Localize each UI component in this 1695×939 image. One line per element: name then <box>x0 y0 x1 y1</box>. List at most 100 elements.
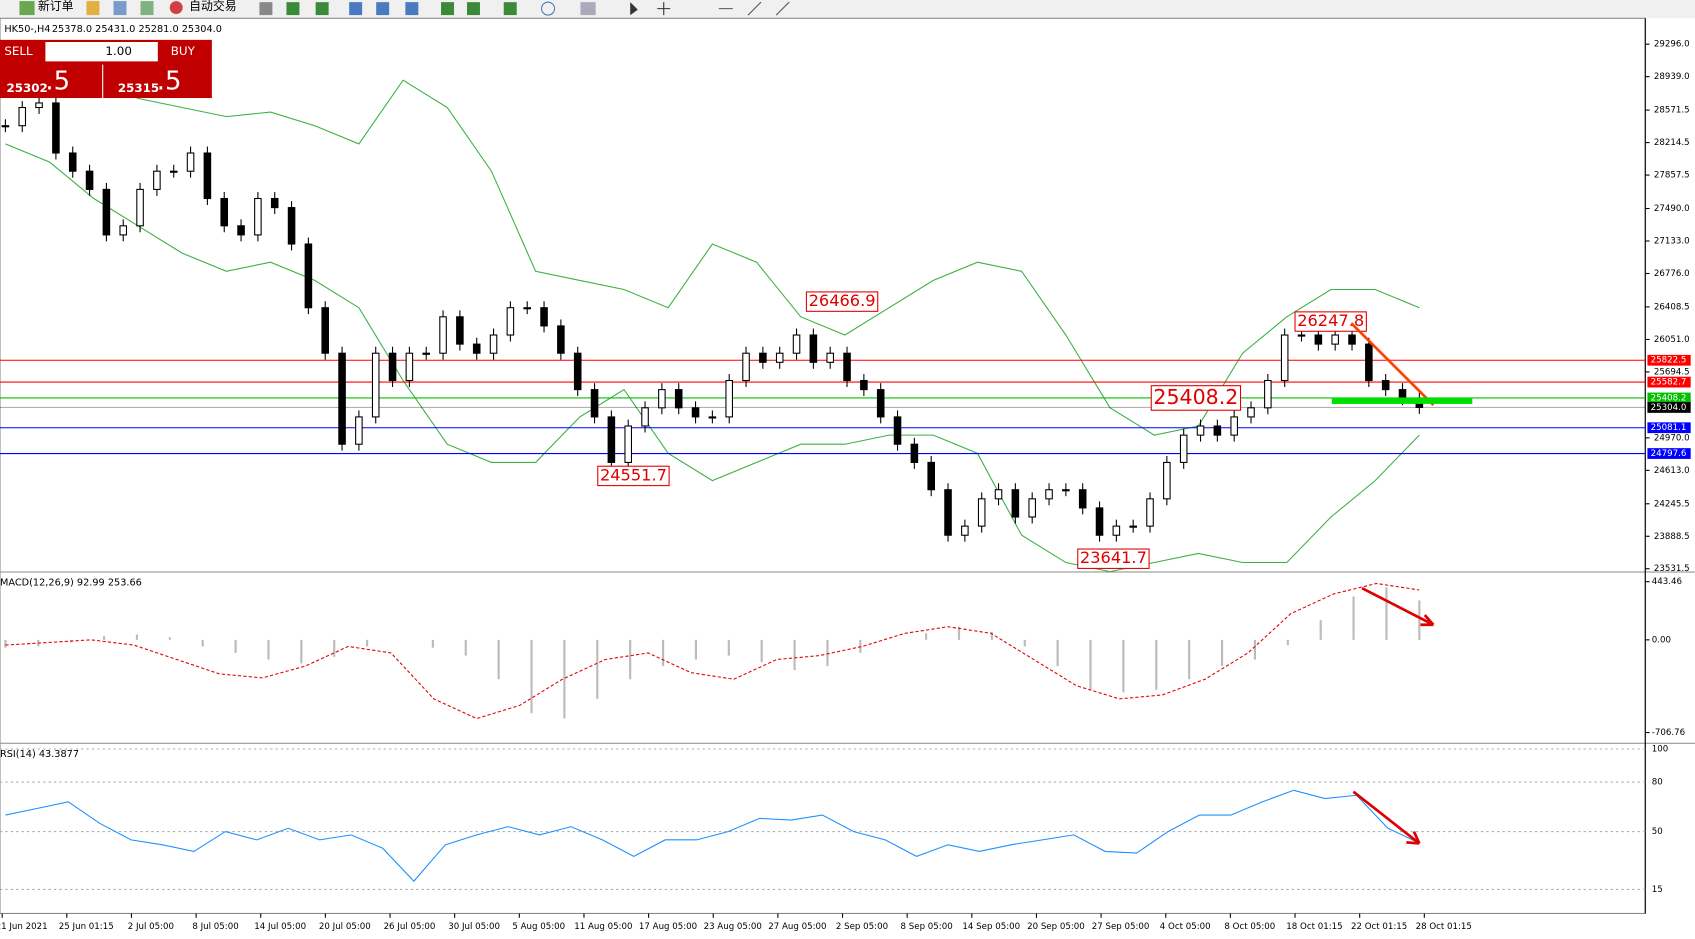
candle <box>270 197 279 209</box>
candle <box>1062 489 1070 492</box>
candle <box>119 225 128 236</box>
rsi-axis-label: 80 <box>1652 778 1663 788</box>
new-order[interactable]: 新订单 <box>38 0 74 13</box>
buy-label[interactable]: BUY <box>171 44 196 58</box>
auto-trading-icon[interactable] <box>169 1 183 15</box>
rsi-axis-label: 50 <box>1652 827 1663 837</box>
sell-button[interactable] <box>2 42 42 62</box>
icon[interactable] <box>503 2 517 16</box>
toolbar-icons <box>259 1 790 16</box>
icon[interactable] <box>541 1 556 16</box>
candle <box>1078 489 1087 509</box>
time-label: 14 Sep 05:00 <box>962 922 1020 932</box>
candle <box>237 225 245 236</box>
candle <box>1011 489 1020 518</box>
new-order-icon[interactable] <box>19 1 35 16</box>
icon[interactable] <box>466 2 480 16</box>
candle <box>1381 379 1390 391</box>
candle <box>944 489 952 536</box>
candle <box>220 197 229 227</box>
icon[interactable] <box>86 1 100 16</box>
candle <box>304 243 313 309</box>
bid-frac[interactable]: .5 <box>45 66 70 96</box>
candle <box>52 102 60 154</box>
macd-axis-label: 443.46 <box>1652 577 1682 587</box>
time-label: 30 Jul 05:00 <box>448 922 500 932</box>
price-label: 26408.5 <box>1654 302 1690 312</box>
price-label: 28939.0 <box>1654 72 1690 82</box>
candle <box>203 152 212 200</box>
candle <box>994 489 1003 500</box>
candle <box>506 307 515 336</box>
candle <box>775 352 784 363</box>
icon[interactable] <box>113 1 127 16</box>
bid-main[interactable]: 25302 <box>6 81 47 95</box>
level-label: 25304.0 <box>1651 403 1687 413</box>
price-label: 25694.5 <box>1654 367 1690 377</box>
sell-label[interactable]: SELL <box>4 44 33 58</box>
candle <box>557 325 565 354</box>
candle <box>1365 343 1373 382</box>
icon[interactable] <box>286 2 300 16</box>
icon[interactable] <box>405 2 419 16</box>
candle <box>691 407 700 418</box>
candle <box>1247 407 1255 418</box>
icon[interactable] <box>140 1 154 16</box>
icon[interactable] <box>259 2 273 16</box>
lots-input[interactable] <box>45 42 158 62</box>
candle <box>725 379 733 418</box>
time-label: 27 Sep 05:00 <box>1092 922 1150 932</box>
support-bar <box>1331 397 1473 404</box>
icon[interactable] <box>376 2 390 16</box>
candle <box>658 389 666 409</box>
level-tag <box>1647 422 1691 434</box>
price-label: 24970.0 <box>1654 433 1690 443</box>
macd-axis-label: -706.76 <box>1652 728 1685 738</box>
level-label: 25582.7 <box>1651 378 1687 388</box>
annotation-box <box>1077 548 1150 569</box>
ask-frac[interactable]: .5 <box>157 66 182 96</box>
annotation-box <box>1150 385 1242 411</box>
rsi-axis-label: 15 <box>1652 885 1663 895</box>
ask-main[interactable]: 25315 <box>118 81 159 95</box>
price-annotation: 23641.7 <box>1080 548 1147 567</box>
line-icons[interactable] <box>718 1 790 16</box>
icon[interactable] <box>315 2 329 16</box>
symbol: HK50-,H4 <box>4 24 50 35</box>
rsi-arrow <box>1352 790 1421 845</box>
main-panel: 29296.0 28939.0 28571.5 28214.5 27857.5 27490… <box>0 40 1691 574</box>
icon[interactable] <box>580 2 596 16</box>
time-label: 2 Sep 05:00 <box>836 922 888 932</box>
time-label: 4 Oct 05:00 <box>1160 922 1211 932</box>
price-annotation: 26466.9 <box>809 291 876 310</box>
cursor-icon[interactable] <box>630 2 638 16</box>
time-label: 8 Oct 05:00 <box>1224 922 1275 932</box>
time-label: 26 Jul 05:00 <box>384 922 436 932</box>
candle <box>489 334 498 354</box>
candle <box>826 352 834 363</box>
candle <box>809 334 818 363</box>
candle <box>1045 489 1053 500</box>
annotation-box <box>805 291 879 312</box>
candle <box>1213 425 1222 436</box>
candle <box>910 443 919 463</box>
rsi-label: RSI(14) 43.3877 <box>0 749 79 760</box>
candle <box>1 125 10 128</box>
icon[interactable] <box>349 2 363 16</box>
price-label: 27490.0 <box>1654 204 1690 214</box>
crosshair-icon[interactable] <box>657 2 671 16</box>
candle <box>1297 334 1306 337</box>
price-label: 26051.0 <box>1654 335 1690 345</box>
auto-trading[interactable]: 自动交易 <box>189 0 237 13</box>
price-label: 24245.5 <box>1654 499 1690 509</box>
candle <box>456 316 464 345</box>
lots[interactable]: 1.00 <box>105 44 131 58</box>
price-label: 24613.0 <box>1654 466 1690 476</box>
time-label: 11 Aug 05:00 <box>574 922 632 932</box>
level-tag <box>1647 392 1691 404</box>
candle <box>439 316 447 354</box>
candle <box>35 102 43 109</box>
icon[interactable] <box>441 2 455 16</box>
candle <box>540 307 548 327</box>
